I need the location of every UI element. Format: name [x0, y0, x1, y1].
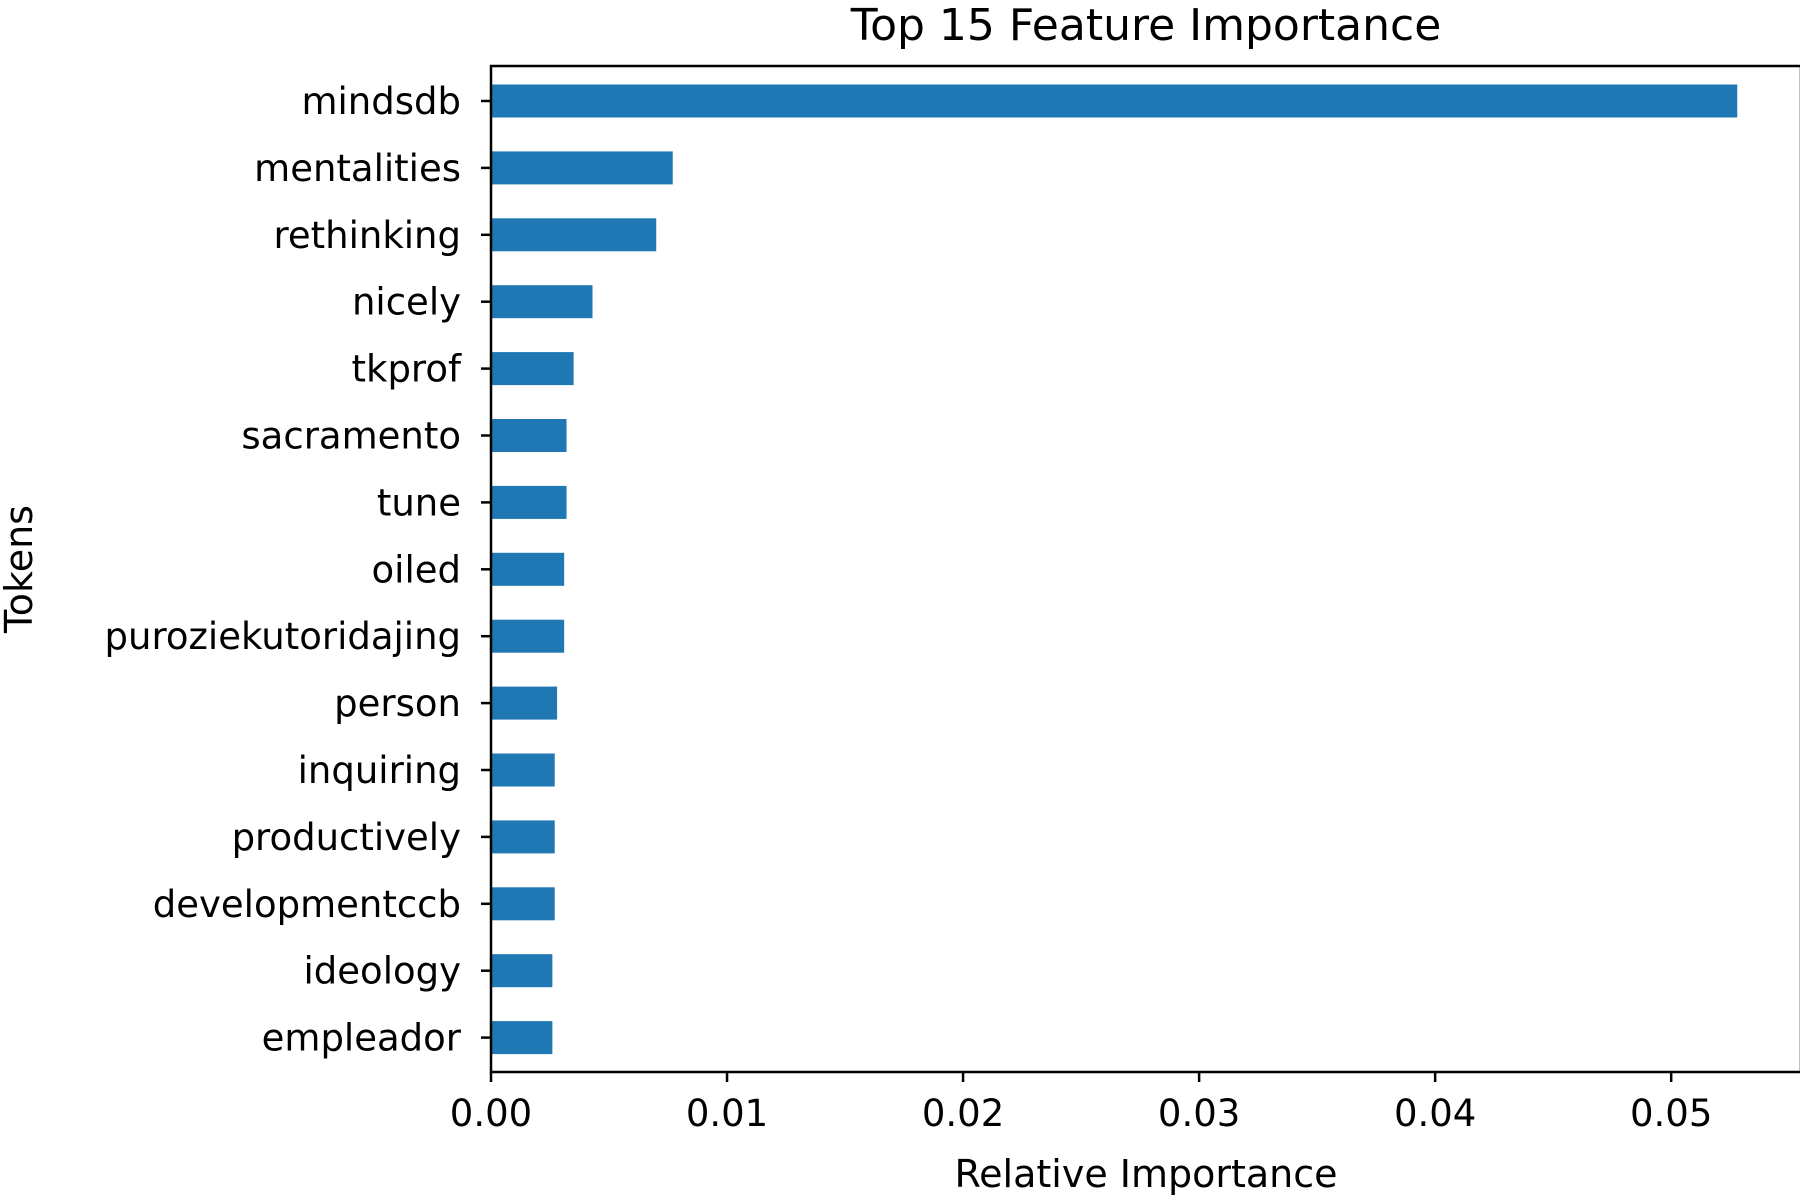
y-tick-label: empleador — [262, 1017, 462, 1060]
x-tick-label: 0.00 — [450, 1092, 532, 1135]
y-tick-label: tune — [377, 481, 461, 524]
bar-puroziekutoridajing — [491, 619, 565, 653]
bar-ideology — [491, 954, 553, 988]
y-tick-label: developmentccb — [153, 883, 461, 926]
y-tick-label: inquiring — [298, 749, 461, 792]
x-tick-label: 0.05 — [1630, 1092, 1712, 1135]
y-tick-label: productively — [232, 816, 461, 859]
bar-empleador — [491, 1021, 553, 1055]
x-axis-label: Relative Importance — [954, 1152, 1337, 1196]
y-axis-label: Tokens — [0, 505, 41, 634]
bars-group — [491, 84, 1738, 1055]
x-tick-label: 0.04 — [1394, 1092, 1476, 1135]
y-tick-label: oiled — [372, 548, 461, 591]
bar-oiled — [491, 552, 565, 586]
bar-sacramento — [491, 419, 567, 452]
x-tick-label: 0.02 — [922, 1092, 1004, 1135]
bar-developmentccb — [491, 887, 555, 921]
x-tick-label: 0.03 — [1158, 1092, 1240, 1135]
bar-tkprof — [491, 352, 574, 386]
y-tick-label: mentalities — [254, 147, 461, 190]
bar-person — [491, 686, 558, 720]
bar-mentalities — [491, 151, 673, 185]
y-tick-label: ideology — [304, 950, 461, 993]
y-tick-label: puroziekutoridajing — [105, 615, 461, 658]
bar-rethinking — [491, 218, 657, 252]
y-tick-label: sacramento — [241, 415, 461, 458]
x-axis-ticks: 0.00 0.01 0.02 0.03 0.04 0.05 — [450, 1072, 1712, 1135]
y-tick-label: rethinking — [274, 214, 462, 257]
bar-productively — [491, 820, 555, 854]
bar-mindsdb — [491, 84, 1738, 118]
y-tick-label: mindsdb — [301, 80, 461, 123]
y-axis-ticks: mindsdb mentalities rethinking nicely tkprof… — [105, 80, 491, 1060]
plot-frame — [489, 64, 1800, 1074]
bar-inquiring — [491, 753, 555, 787]
y-tick-label: nicely — [352, 281, 461, 324]
y-tick-label: tkprof — [352, 348, 462, 391]
bar-nicely — [491, 285, 593, 319]
bar-tune — [491, 485, 567, 519]
chart-title: Top 15 Feature Importance — [850, 0, 1442, 51]
y-tick-label: person — [334, 682, 461, 725]
x-tick-label: 0.01 — [686, 1092, 768, 1135]
